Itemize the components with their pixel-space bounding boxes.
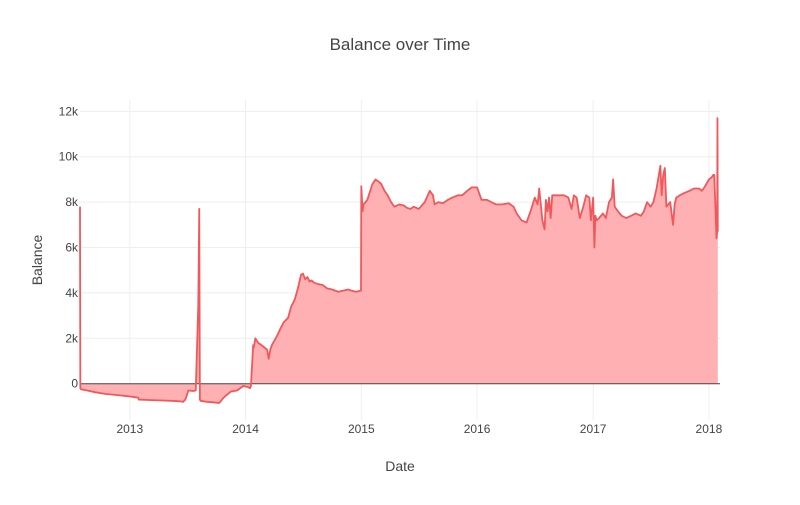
x-axis-ticks: 2013 2014 2015 2016 2017 2018 [116, 422, 722, 436]
y-tick-label: 12k [59, 104, 79, 118]
x-tick-label: 2016 [464, 422, 491, 436]
chart-title: Balance over Time [330, 35, 471, 54]
x-tick-label: 2013 [116, 422, 143, 436]
y-tick-label: 2k [65, 331, 79, 345]
y-tick-label: 8k [65, 195, 79, 209]
x-tick-label: 2015 [348, 422, 375, 436]
y-axis-title: Balance [29, 234, 45, 285]
balance-series-line [79, 117, 719, 404]
plot-area [79, 117, 720, 404]
x-tick-label: 2017 [580, 422, 607, 436]
y-axis-ticks: 0 2k 4k 6k 8k 10k 12k [59, 104, 79, 390]
balance-area-fill [80, 118, 718, 403]
x-tick-label: 2018 [696, 422, 723, 436]
y-tick-label: 10k [59, 150, 79, 164]
y-tick-label: 0 [71, 377, 78, 391]
x-tick-label: 2014 [232, 422, 259, 436]
y-tick-label: 6k [65, 241, 79, 255]
y-tick-label: 4k [65, 286, 79, 300]
x-axis-title: Date [385, 458, 415, 474]
